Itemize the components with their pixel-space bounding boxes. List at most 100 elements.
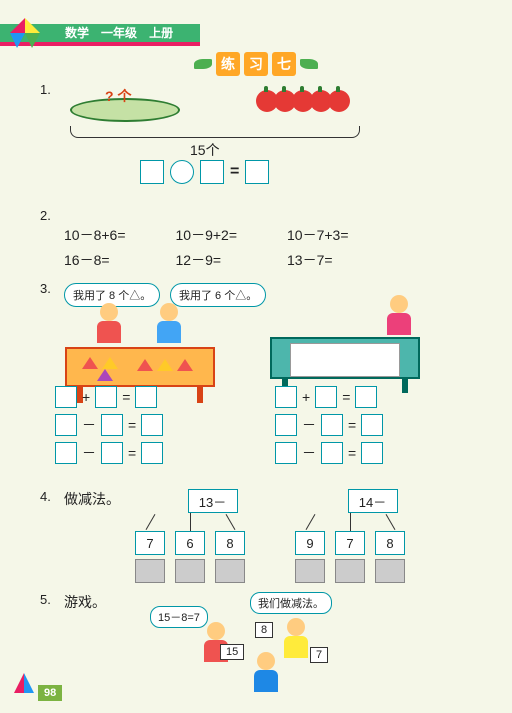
triangle-icon [157,359,173,371]
answer-box[interactable] [361,442,383,464]
page-number: 98 [38,685,62,701]
kid-illustration [155,303,183,343]
answer-box[interactable] [315,386,337,408]
grade-label: 一年级 [101,26,137,40]
problem-number: 1. [40,82,60,97]
problem-label: 游戏。 [64,592,106,612]
tangram-icon [10,18,40,48]
tree-leaf-box: 7 [135,531,165,555]
answer-box[interactable] [141,414,163,436]
subject-label: 数学 [65,26,89,40]
plus-sign: + [302,389,310,405]
answer-box[interactable] [361,414,383,436]
volume-label: 上册 [149,26,173,40]
speech-bubble: 我们做减法。 [250,592,332,614]
problem-3: 3. 我用了 8 个△。 我用了 6 个△。 += －= －= [40,281,472,481]
answer-box[interactable] [275,442,297,464]
answer-box[interactable] [275,414,297,436]
question-mark-label: ? 个 [105,86,131,106]
tree-leaf-row: 9 7 8 [295,531,415,555]
title-banner: 练 习 七 [194,52,318,76]
minus-sign: － [302,443,316,463]
gameboard-illustration [290,343,400,377]
title-char: 练 [216,52,240,76]
kids-scene-right [270,297,440,382]
answer-box[interactable] [55,386,77,408]
operator-circle[interactable] [170,160,194,184]
answer-box[interactable] [175,559,205,583]
problem-2: 2. 10－8+6= 16－8= 10－9+2= 12－9= 10－7+3= 1… [40,208,472,273]
triangle-icon [97,369,113,381]
answer-box[interactable] [55,442,77,464]
kids-scene-left [60,299,240,379]
equation-text: 10－9+2= [176,223,238,248]
tree-top-box: 14－ [348,489,398,513]
tree-leaf-box: 8 [215,531,245,555]
tree-leaf-box: 7 [335,531,365,555]
equals-sign: = [348,445,356,461]
answer-box[interactable] [95,386,117,408]
kid-illustration [250,652,282,712]
kid-illustration [95,303,123,343]
equation-col: 10－8+6= 16－8= [64,223,126,273]
answer-box[interactable] [355,386,377,408]
equation-line: －= [55,414,163,436]
equals-sign: = [122,389,130,405]
answer-box[interactable] [55,414,77,436]
answer-box[interactable] [321,414,343,436]
answer-box[interactable] [321,442,343,464]
triangle-icon [82,357,98,369]
equals-sign: = [348,417,356,433]
tomatoes-group [260,90,350,112]
title-char: 七 [272,52,296,76]
minus-sign: － [82,415,96,435]
equation-col: 10－7+3= 13－7= [287,223,349,273]
tree-branches [295,513,415,531]
answer-box[interactable] [295,559,325,583]
equation-grid-left: += －= －= [55,386,163,464]
answer-box[interactable] [335,559,365,583]
equals-sign: = [230,163,239,181]
answer-box[interactable] [245,160,269,184]
number-card: 8 [255,622,273,638]
answer-box[interactable] [135,386,157,408]
minus-sign: － [302,415,316,435]
curly-brace [70,126,360,138]
equation-line: += [55,386,163,408]
equation-col: 10－9+2= 12－9= [176,223,238,273]
problem-number: 3. [40,281,60,296]
equation-text: 13－7= [287,248,349,273]
tree-answer-row [295,559,415,583]
answer-box[interactable] [135,559,165,583]
problem-number: 4. [40,489,60,504]
kid-illustration [280,618,312,678]
problem-1: 1. ? 个 15个 = [40,82,472,200]
equation-row: = [140,160,269,184]
equation-text: 10－7+3= [287,223,349,248]
number-card: 7 [310,647,328,663]
content-area: 1. ? 个 15个 = 2. 10－8+6= 16－8= [40,82,472,710]
answer-box[interactable] [275,386,297,408]
tree-branches [135,513,255,531]
answer-box[interactable] [200,160,224,184]
equation-text: 16－8= [64,248,126,273]
equals-sign: = [128,445,136,461]
tree-answer-row [135,559,255,583]
answer-box[interactable] [215,559,245,583]
answer-box[interactable] [101,442,123,464]
number-card: 15 [220,644,244,660]
answer-box[interactable] [141,442,163,464]
title-char: 习 [244,52,268,76]
equation-text: 10－8+6= [64,223,126,248]
tomato-icon [328,90,350,112]
answer-box[interactable] [101,414,123,436]
tree-leaf-box: 9 [295,531,325,555]
total-label: 15个 [190,140,220,160]
equals-sign: = [342,389,350,405]
header-bar: 数学 一年级 上册 [0,24,512,42]
equals-sign: = [128,417,136,433]
triangle-icon [137,359,153,371]
answer-box[interactable] [375,559,405,583]
equation-line: －= [275,442,383,464]
answer-box[interactable] [140,160,164,184]
